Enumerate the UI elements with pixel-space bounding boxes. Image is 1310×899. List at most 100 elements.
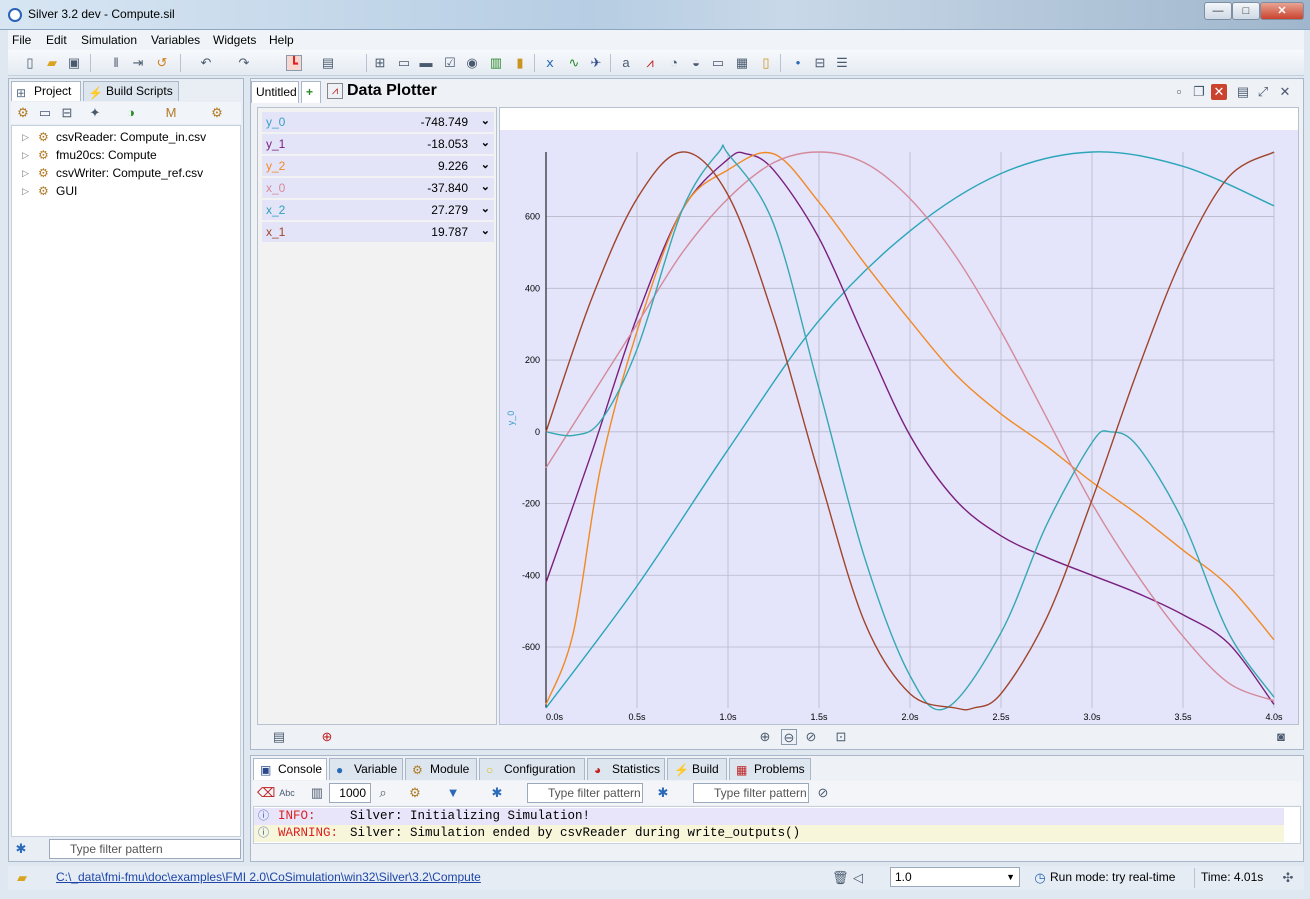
redo-icon[interactable]: ↷ [238,55,250,70]
filter-options-icon[interactable]: ✱ [657,785,669,800]
expand-chevron-icon[interactable]: ⌄ [480,159,490,171]
signal-icon[interactable]: ∿ [568,55,580,70]
variable-row[interactable]: x_2 27.279 ⌄ [262,200,494,220]
clear-console-icon[interactable]: ⌫ [257,785,276,800]
binary-icon[interactable]: ▤ [321,55,335,70]
text-widget-icon[interactable]: a [622,55,630,70]
module-filter-icon[interactable]: ⚙ [409,785,421,800]
plotter-icon[interactable]: ⩘ [646,55,654,70]
tab-project[interactable]: ⊞ Project [11,81,81,101]
tab-build-scripts[interactable]: ⚡ Build Scripts [83,81,179,101]
expand-arrow-icon[interactable]: ▷ [22,186,29,196]
widget-button-icon[interactable]: ▬ [419,55,433,70]
menu-simulation[interactable]: Simulation [81,33,138,47]
widget-bars-icon[interactable]: ▥ [489,55,503,70]
expand-arrow-icon[interactable]: ▷ [22,132,29,142]
widget-label-icon[interactable]: ▭ [397,55,411,70]
undo-icon[interactable]: ↶ [200,55,212,70]
half-circle-icon[interactable]: ◑ [127,105,135,120]
plane-icon[interactable]: ✈ [590,55,602,70]
tab-build[interactable]: ⚡ Build [667,758,727,780]
save-icon[interactable]: ▣ [67,55,81,70]
open-folder-icon[interactable]: ▰ [47,55,57,70]
tab-problems[interactable]: ▦ Problems [729,758,811,780]
tab-module[interactable]: ⚙ Module [405,758,477,780]
close-button[interactable]: ✕ [1260,2,1304,20]
meter-icon[interactable]: ◒ [692,55,700,70]
filter-options-icon[interactable]: ✱ [15,841,27,856]
word-wrap-icon[interactable]: Abc [279,788,295,798]
widget-radio-icon[interactable]: ◉ [466,55,478,70]
reset-icon[interactable]: ↺ [156,55,168,70]
widget-panel-icon[interactable]: ⊞ [374,55,386,70]
tab-variable[interactable]: ● Variable [329,758,403,780]
list-icon[interactable]: ☰ [836,55,848,70]
tab-configuration[interactable]: ○ Configuration [479,758,585,780]
expand-chevron-icon[interactable]: ⌄ [480,137,490,149]
menu-edit[interactable]: Edit [46,33,67,47]
zoom-fit-icon[interactable]: ⊡ [835,729,847,744]
console-filter-input[interactable]: Type filter pattern [527,783,643,803]
layout-icon[interactable]: ▤ [272,729,286,744]
expand-arrow-icon[interactable]: ▷ [22,150,29,160]
speed-icon[interactable]: ◁ [853,870,863,885]
record-icon[interactable]: ┗ [286,55,302,71]
new-file-icon[interactable]: ▯ [26,55,34,70]
gauge-icon[interactable]: ◔ [670,55,678,70]
widget-checkbox-icon[interactable]: ☑ [444,55,456,70]
maximize-button[interactable]: □ [1232,2,1260,20]
display-icon[interactable]: ▭ [711,55,725,70]
expand-chevron-icon[interactable]: ⌄ [480,181,490,193]
note-icon[interactable]: ▯ [762,55,770,70]
menu-file[interactable]: File [12,33,32,47]
add-tab-icon[interactable]: + [301,81,321,103]
variable-row[interactable]: y_0 -748.749 ⌄ [262,112,494,132]
buffer-icon[interactable]: ▥ [310,785,324,800]
variable-row[interactable]: y_1 -18.053 ⌄ [262,134,494,154]
settings-gear-icon[interactable]: ⚙ [211,105,223,120]
folder-icon[interactable]: ▰ [17,870,27,885]
camera-icon[interactable]: ◙ [1277,729,1285,744]
funnel-icon[interactable]: ▼ [446,785,460,800]
menu-variables[interactable]: Variables [151,33,201,47]
window-menu-icon[interactable]: ▤ [1236,84,1250,99]
expand-chevron-icon[interactable]: ⌄ [480,225,490,237]
expand-arrow-icon[interactable]: ▷ [22,168,29,178]
tab-console[interactable]: ▣ Console [253,758,327,780]
tile-icon[interactable]: ❐ [1193,84,1205,99]
tree-view-icon[interactable]: ⊟ [61,105,73,120]
close-editor-icon[interactable]: ✕ [1279,84,1291,99]
filter-options-icon[interactable]: ✱ [491,785,503,800]
buffer-size-input[interactable]: 1000 [329,783,371,803]
crosshair-icon[interactable]: ⊕ [321,729,333,744]
dot-icon[interactable]: • [795,55,801,70]
tab-untitled[interactable]: Untitled [251,81,299,103]
pause-icon[interactable]: ‖ [113,55,119,70]
maximize-editor-icon[interactable]: ⤢ [1257,84,1269,99]
search-icon[interactable]: ⌕ [379,785,387,800]
expand-chevron-icon[interactable]: ⌄ [480,115,490,127]
speed-select[interactable]: 1.0 ▼ [890,867,1020,887]
working-directory-link[interactable]: C:\_data\fmi-fmu\doc\examples\FMI 2.0\Co… [56,870,481,884]
split-icon[interactable]: ⊟ [814,55,826,70]
macro-icon[interactable]: M [165,105,177,120]
tab-statistics[interactable]: ◕ Statistics [587,758,665,780]
checker-icon[interactable]: ▦ [735,55,749,70]
xy-icon[interactable]: ⅹ [546,55,554,70]
module-gear-icon[interactable]: ⚙ [17,105,29,120]
window-icon[interactable]: ▭ [38,105,52,120]
widget-clipboard-icon[interactable]: ▮ [516,55,524,70]
menu-widgets[interactable]: Widgets [213,33,257,47]
zoom-in-icon[interactable]: ⊕ [759,729,771,744]
minimize-button[interactable]: — [1204,2,1232,20]
restore-icon[interactable]: ▫ [1176,84,1182,99]
zoom-horizontal-icon[interactable]: ⊖ [781,729,797,745]
close-plotter-icon[interactable]: ✕ [1211,84,1227,100]
trash-icon[interactable]: 🗑 [832,870,849,885]
expand-chevron-icon[interactable]: ⌄ [480,203,490,215]
plot-area[interactable]: 0.0s 0.5s 1.0s 1.5s 2.0s 2.5s 3.0s 3.5s 4.0s 600 4… [499,107,1299,725]
zoom-vertical-icon[interactable]: ⊘ [805,729,817,744]
filter-clear-icon[interactable]: ⊘ [817,785,829,800]
console-filter-input-2[interactable]: Type filter pattern [693,783,809,803]
left-filter-input[interactable]: Type filter pattern [49,839,241,859]
